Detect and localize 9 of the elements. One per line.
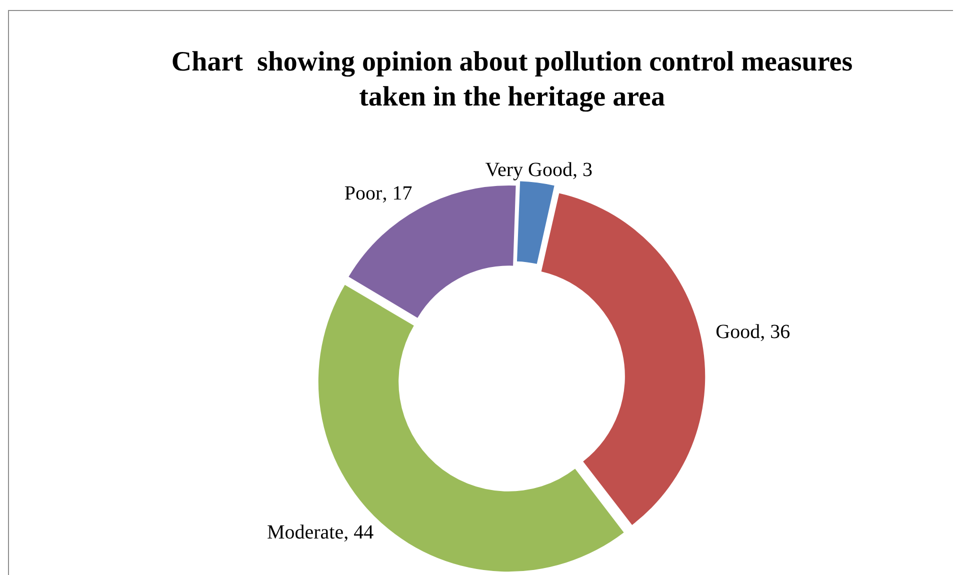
chart-title: Chart showing opinion about pollution control measures taken in the heritage area (171, 46, 853, 113)
data-label: , 17 (382, 182, 412, 205)
slice-label: Very Good (485, 158, 572, 181)
data-label: , 3 (572, 158, 592, 181)
data-label: , 44 (344, 522, 374, 544)
slice-label: Good (716, 320, 760, 343)
data-label: , 36 (760, 320, 790, 343)
slice-label: Moderate (266, 522, 344, 544)
slice-label: Poor (344, 182, 383, 205)
